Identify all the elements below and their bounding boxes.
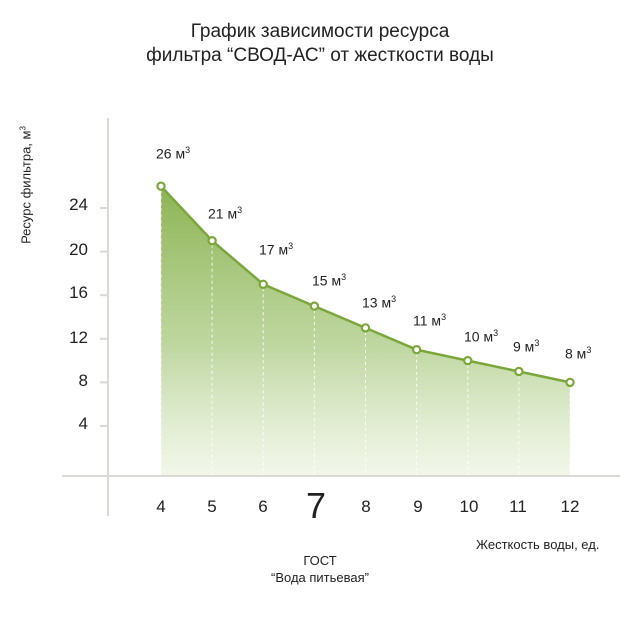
drop-lines [160,190,571,475]
data-point [463,355,473,366]
data-point [565,377,575,388]
y-tick-8: 8 [78,371,88,390]
y-tick-12: 12 [69,328,88,347]
x-tick-8: 8 [361,497,371,516]
x-tick-11: 11 [509,497,527,516]
value-label: 11 м3 [413,312,447,329]
x-tick-7-highlight: 7 [305,485,327,526]
chart-title-line-2: фильтра “СВОД-АС” от жесткости воды [146,45,494,66]
data-point [514,366,524,377]
x-tick-6: 6 [258,497,268,516]
value-label: 8 м3 [565,345,592,362]
data-point [258,279,268,289]
x-tick-10: 10 [459,497,479,516]
data-point [360,323,371,333]
y-tick-4: 4 [78,414,88,433]
data-point [156,181,166,191]
chart-title-line-1: График зависимости ресурса [190,21,450,42]
value-label: 10 м3 [464,328,499,345]
y-tick-20: 20 [69,240,88,259]
y-tick-24: 24 [69,195,88,214]
value-label: 21 м3 [208,205,243,222]
x-tick-5: 5 [207,497,217,516]
data-points [156,181,575,388]
data-point [207,235,217,246]
gost-annotation-line-1: ГОСТ [303,553,337,568]
value-label: 26 м3 [156,145,191,162]
y-axis-ticks [100,207,108,427]
axes [62,118,620,516]
y-tick-16: 16 [69,283,88,302]
value-label: 13 м3 [362,294,397,311]
data-point [309,301,320,311]
x-tick-9: 9 [413,497,423,516]
data-point [411,345,422,355]
value-label: 9 м3 [513,338,540,355]
gost-annotation-line-2: “Вода питьевая” [271,570,369,585]
chart-title: График зависимости ресурса фильтра “СВОД… [0,20,640,68]
x-axis-label: Жесткость воды, ед. [476,537,600,552]
value-label: 15 м3 [312,272,347,289]
value-label: 17 м3 [259,241,294,258]
x-tick-12: 12 [560,497,580,516]
x-tick-4: 4 [156,497,166,516]
gost-annotation: ГОСТ “Вода питьевая” [230,552,410,586]
